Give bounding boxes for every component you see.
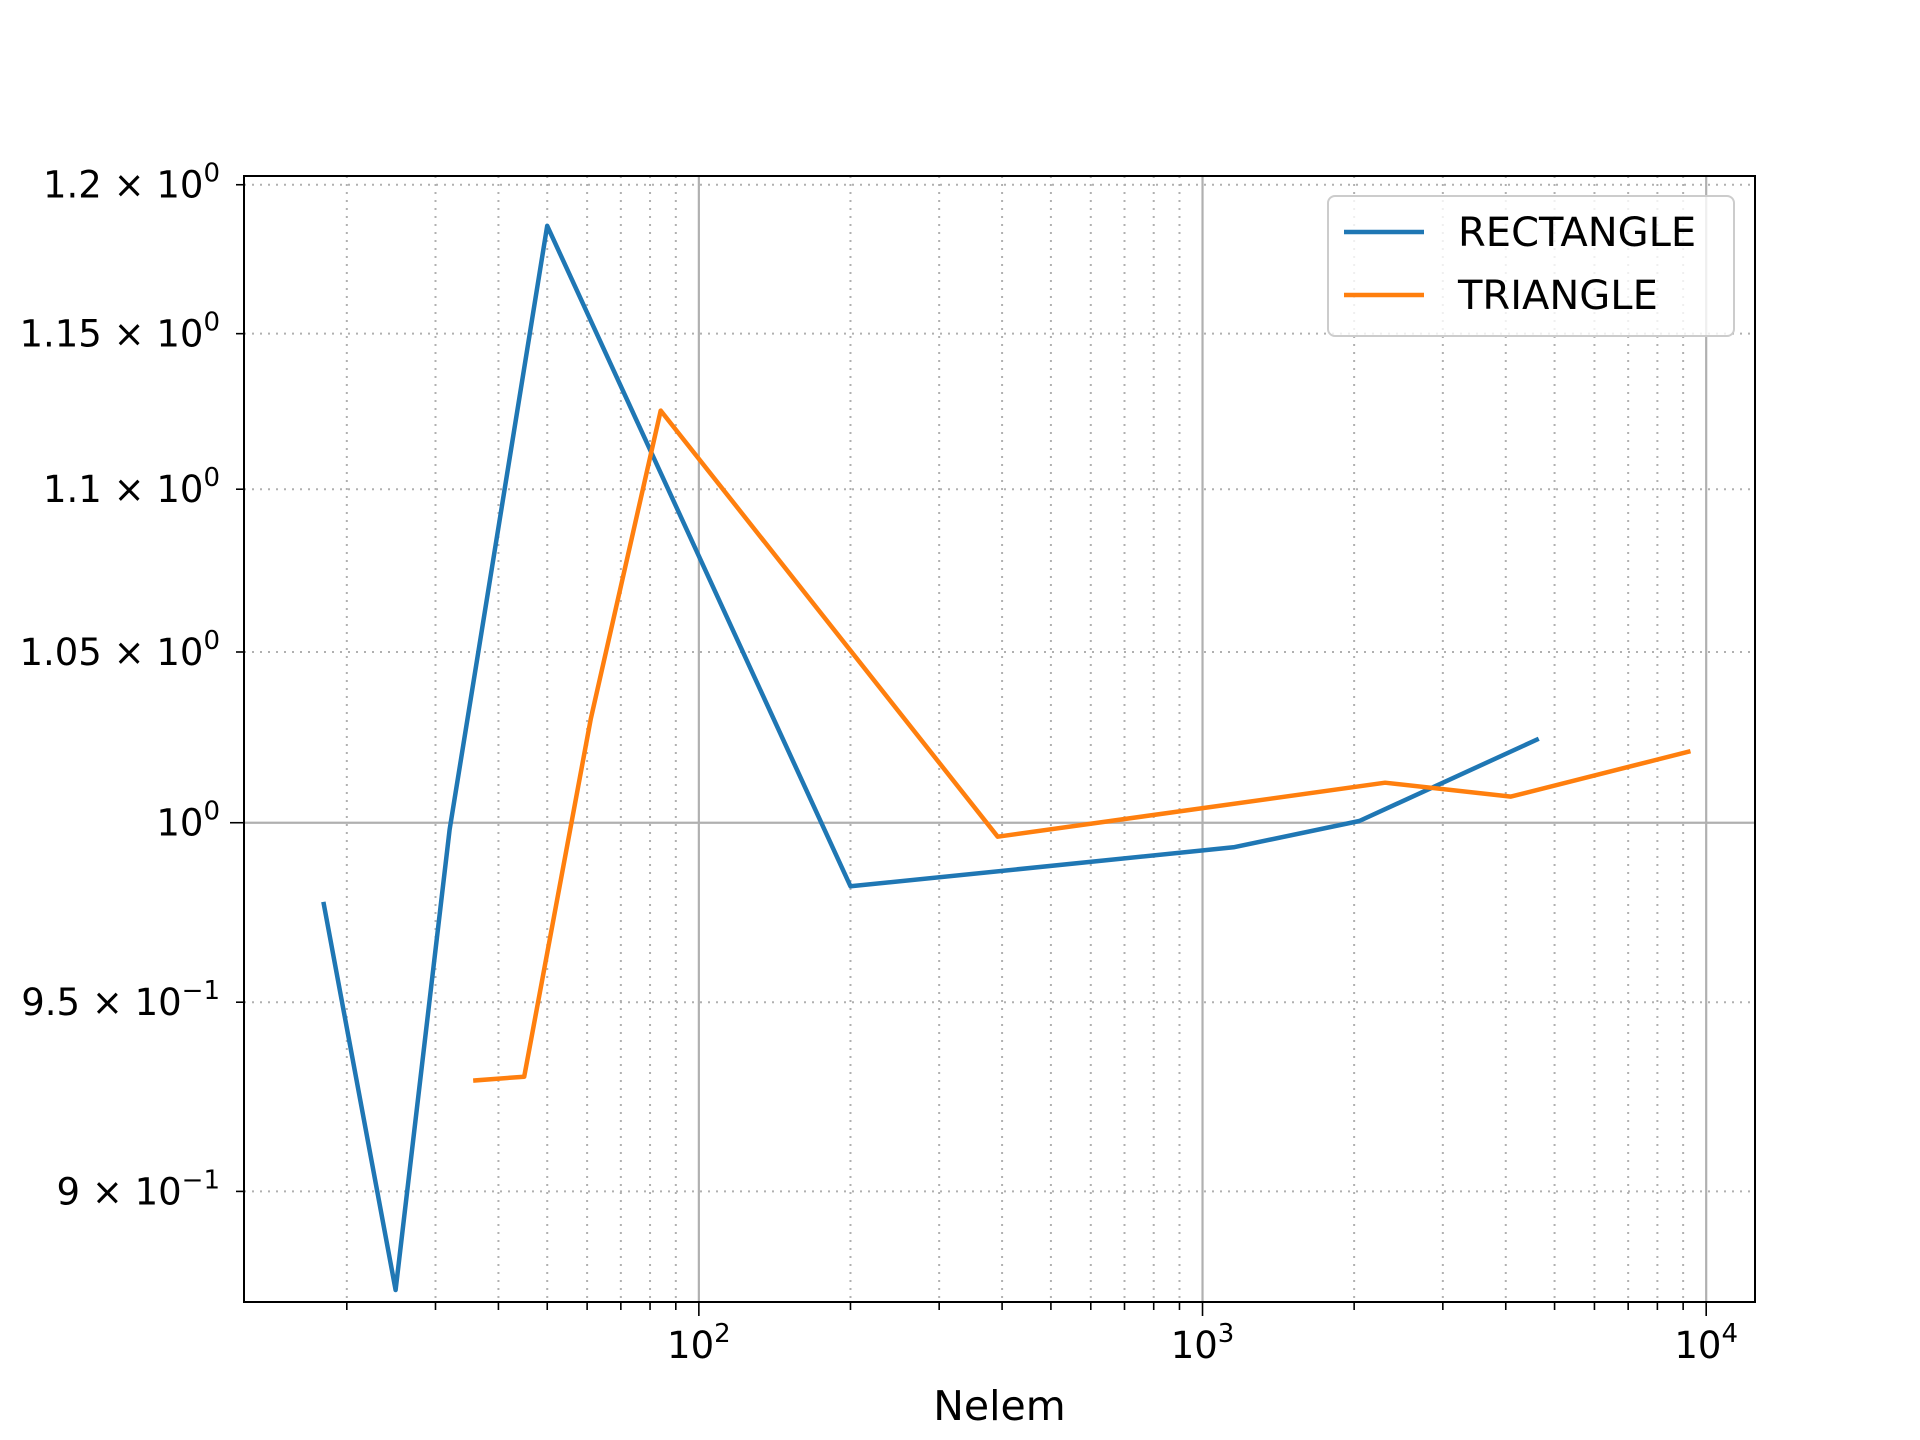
x-tick-label: 104 (1674, 1319, 1738, 1367)
plot-area-frame (243, 175, 1756, 1303)
y-tick-label: 1.1 × 100 (43, 463, 220, 511)
minor-grid (244, 176, 1755, 1302)
x-tick-label: 102 (667, 1319, 731, 1367)
axis-ticks: 102 103 104 1.2 × 100 1.15 × 100 1.1 × 100 1.0… (19, 159, 1738, 1367)
series-lines (321, 223, 1692, 1293)
major-grid (244, 176, 1755, 1302)
x-tick-label: 103 (1171, 1319, 1235, 1367)
y-tick-label: 1.15 × 100 (19, 308, 220, 356)
y-tick-label: 9.5 × 10−1 (21, 976, 220, 1024)
y-tick-label: 1.05 × 100 (19, 626, 220, 674)
legend-label-rectangle: RECTANGLE (1458, 210, 1696, 256)
series-line-triangle (472, 408, 1692, 1083)
legend-box (1327, 195, 1735, 337)
legend-label-triangle: TRIANGLE (1457, 273, 1658, 319)
y-tick-label: 9 × 10−1 (57, 1165, 220, 1213)
series-line-rectangle (321, 223, 1540, 1293)
legend: RECTANGLE TRIANGLE (1327, 195, 1735, 337)
y-tick-label: 1.2 × 100 (43, 159, 220, 207)
x-axis-label: Nelem (933, 1382, 1065, 1430)
y-tick-label: 100 (156, 797, 220, 845)
